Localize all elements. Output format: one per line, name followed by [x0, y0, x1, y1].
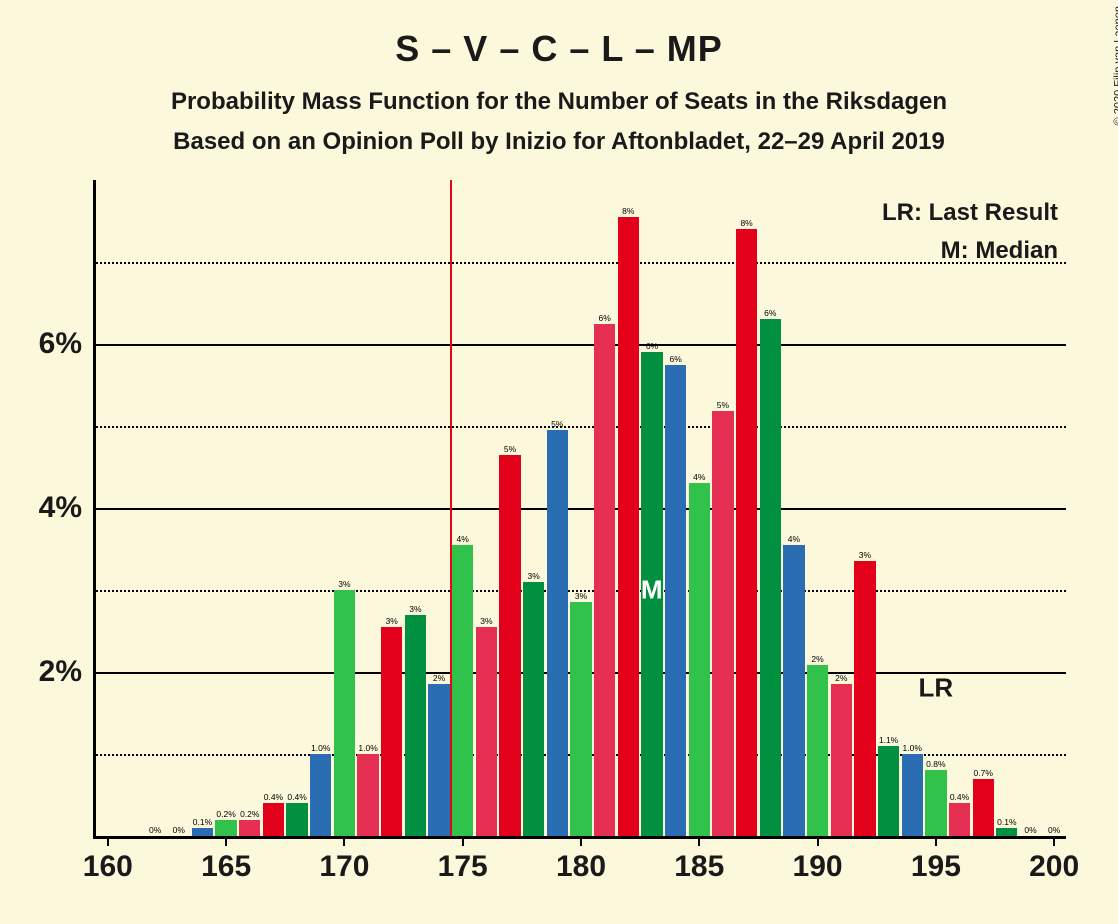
- bar: 3%: [405, 615, 426, 836]
- x-tick-label: 195: [911, 836, 961, 884]
- bar-value-label: 3%: [575, 591, 587, 602]
- grid-line-minor: [96, 426, 1066, 428]
- bar: 2%: [831, 684, 852, 836]
- y-tick-label: 4%: [39, 491, 96, 525]
- bar-value-label: 3%: [386, 616, 398, 627]
- bar-value-label: 2%: [835, 673, 847, 684]
- bar-value-label: 1.1%: [879, 735, 898, 746]
- bar: 4%: [452, 545, 473, 836]
- bar-value-label: 4%: [457, 534, 469, 545]
- bar: 0.4%: [949, 803, 970, 836]
- bar-value-label: 8%: [740, 218, 752, 229]
- grid-line-minor: [96, 262, 1066, 264]
- bar: 0.4%: [263, 803, 284, 836]
- bar: 2%: [807, 665, 828, 836]
- bar-value-label: 0%: [1024, 825, 1036, 836]
- x-tick-label: 190: [793, 836, 843, 884]
- x-tick-label: 165: [201, 836, 251, 884]
- x-tick-label: 175: [438, 836, 488, 884]
- bar: 3%: [570, 602, 591, 836]
- bar: 1.0%: [357, 754, 378, 836]
- bar-value-label: 2%: [433, 673, 445, 684]
- grid-line-major: [96, 344, 1066, 346]
- last-result-marker: LR: [919, 673, 954, 704]
- bar: 3%: [334, 590, 355, 836]
- bar: 0.4%: [286, 803, 307, 836]
- bar-value-label: 0.2%: [216, 809, 235, 820]
- chart-title: S – V – C – L – MP: [0, 28, 1118, 70]
- bar-value-label: 0.7%: [974, 768, 993, 779]
- x-tick-label: 170: [319, 836, 369, 884]
- chart-subtitle-2: Based on an Opinion Poll by Inizio for A…: [0, 128, 1118, 156]
- bar-value-label: 5%: [551, 419, 563, 430]
- copyright-text: © 2020 Filip van Laenen: [1112, 6, 1118, 125]
- bar-value-label: 6%: [669, 354, 681, 365]
- bar: 5%: [547, 430, 568, 836]
- x-tick-label: 185: [674, 836, 724, 884]
- bar-value-label: 2%: [811, 654, 823, 665]
- bar: 1.1%: [878, 746, 899, 836]
- bar: 6%: [665, 365, 686, 837]
- bar: 0.8%: [925, 770, 946, 836]
- chart-titles: S – V – C – L – MP Probability Mass Func…: [0, 0, 1118, 156]
- median-marker: M: [641, 575, 663, 606]
- y-axis: [93, 180, 96, 839]
- bar-value-label: 1.0%: [358, 743, 377, 754]
- bar-value-label: 6%: [764, 308, 776, 319]
- bar: 0.7%: [973, 779, 994, 836]
- bar-value-label: 5%: [717, 400, 729, 411]
- bar: 0.1%: [996, 828, 1017, 836]
- y-tick-label: 6%: [39, 327, 96, 361]
- bar-value-label: 0%: [149, 825, 161, 836]
- bar: 3%: [854, 561, 875, 836]
- bar: 3%: [476, 627, 497, 836]
- bar-value-label: 0.1%: [997, 817, 1016, 828]
- bar-chart-plot: 2%4%6%0%0%0.1%0.2%0.2%0.4%0.4%1.0%3%1.0%…: [96, 180, 1066, 836]
- bar: 2%: [428, 684, 449, 836]
- bar: 5%: [499, 455, 520, 836]
- bar: 0.2%: [239, 820, 260, 836]
- bar-value-label: 1.0%: [311, 743, 330, 754]
- bar: 0.1%: [192, 828, 213, 836]
- bar: 8%: [618, 217, 639, 836]
- bar-value-label: 0.4%: [287, 792, 306, 803]
- bar-value-label: 3%: [528, 571, 540, 582]
- bar: 1.0%: [902, 754, 923, 836]
- bar-value-label: 8%: [622, 206, 634, 217]
- bar: 8%: [736, 229, 757, 836]
- bar-value-label: 0.4%: [264, 792, 283, 803]
- bar: 5%: [712, 411, 733, 836]
- bar-value-label: 3%: [409, 604, 421, 615]
- bar-value-label: 0%: [173, 825, 185, 836]
- bar-value-label: 0.8%: [926, 759, 945, 770]
- bar-value-label: 5%: [504, 444, 516, 455]
- bar-value-label: 1.0%: [903, 743, 922, 754]
- bar-value-label: 6%: [646, 341, 658, 352]
- bar-value-label: 3%: [859, 550, 871, 561]
- bar: 4%: [783, 545, 804, 836]
- bar: 0.2%: [215, 820, 236, 836]
- bar: 3%: [381, 627, 402, 836]
- x-tick-label: 160: [83, 836, 133, 884]
- grid-line-major: [96, 508, 1066, 510]
- bar-value-label: 0.1%: [193, 817, 212, 828]
- bar-value-label: 3%: [480, 616, 492, 627]
- chart-subtitle-1: Probability Mass Function for the Number…: [0, 88, 1118, 116]
- bar: 6%: [760, 319, 781, 836]
- x-tick-label: 200: [1029, 836, 1079, 884]
- bar: 3%: [523, 582, 544, 836]
- y-tick-label: 2%: [39, 655, 96, 689]
- bar-value-label: 3%: [338, 579, 350, 590]
- bar: 1.0%: [310, 754, 331, 836]
- bar-value-label: 0.4%: [950, 792, 969, 803]
- bar: 6%: [594, 324, 615, 837]
- bar-value-label: 0.2%: [240, 809, 259, 820]
- bar-value-label: 4%: [788, 534, 800, 545]
- x-tick-label: 180: [556, 836, 606, 884]
- bar: 4%: [689, 483, 710, 836]
- bar-value-label: 6%: [598, 313, 610, 324]
- bar-value-label: 0%: [1048, 825, 1060, 836]
- bar-value-label: 4%: [693, 472, 705, 483]
